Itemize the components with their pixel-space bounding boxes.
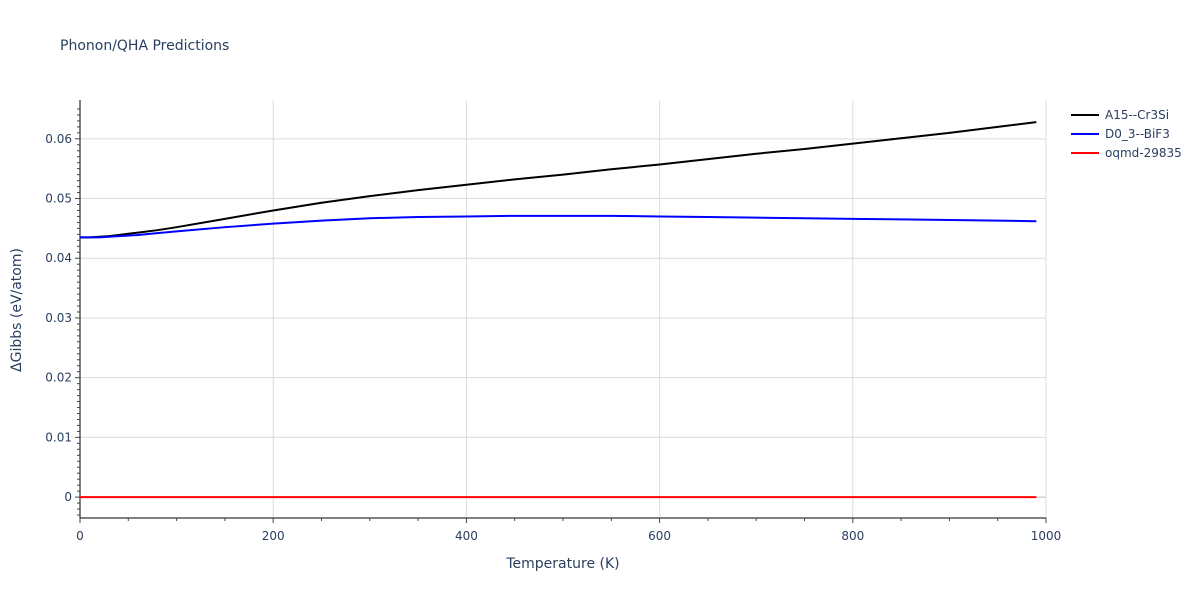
x-tick-label: 1000 xyxy=(1031,529,1062,543)
x-axis-title: Temperature (K) xyxy=(505,556,619,572)
x-tick-label: 200 xyxy=(262,529,285,543)
legend-label: oqmd-29835 xyxy=(1105,146,1182,160)
y-tick-label: 0.02 xyxy=(45,371,72,385)
axes: 0 200 400 600 800 1000 0 0.01 0.02 0.03 0.04 0.05 0.… xyxy=(45,100,1061,543)
x-tick-label: 400 xyxy=(455,529,478,543)
legend: A15--Cr3Si D0_3--BiF3 oqmd-29835 xyxy=(1071,108,1182,160)
grid xyxy=(80,100,1047,518)
y-tick-label: 0.05 xyxy=(45,192,72,206)
series-layer xyxy=(80,121,1037,499)
legend-item: D0_3--BiF3 xyxy=(1071,127,1170,141)
x-tick-label: 600 xyxy=(648,529,671,543)
legend-label: A15--Cr3Si xyxy=(1105,108,1169,122)
x-tick-label: 800 xyxy=(841,529,864,543)
series-line xyxy=(80,121,1037,239)
chart-title: Phonon/QHA Predictions xyxy=(60,38,229,54)
y-tick-label: 0 xyxy=(64,490,72,504)
legend-item: A15--Cr3Si xyxy=(1071,108,1169,122)
series-line xyxy=(80,214,1037,239)
y-tick-label: 0.01 xyxy=(45,430,72,444)
y-axis-title: ΔGibbs (eV/atom) xyxy=(9,248,25,372)
y-tick-label: 0.03 xyxy=(45,311,72,325)
legend-item: oqmd-29835 xyxy=(1071,146,1182,160)
y-tick-label: 0.06 xyxy=(45,132,72,146)
x-tick-label: 0 xyxy=(76,529,84,543)
y-tick-label: 0.04 xyxy=(45,251,72,265)
legend-label: D0_3--BiF3 xyxy=(1105,127,1170,141)
